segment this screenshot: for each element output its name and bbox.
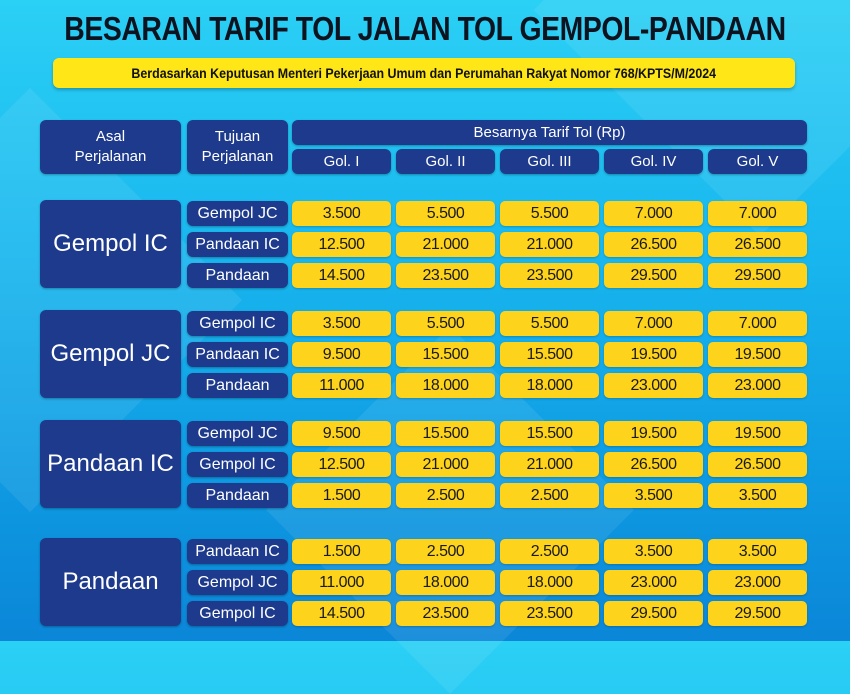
tariff-cell: 18.000	[396, 373, 495, 398]
tariff-cell: 7.000	[708, 201, 807, 226]
tariff-cell: 23.000	[708, 373, 807, 398]
tariff-cell: 19.500	[604, 342, 703, 367]
tariff-cell: 21.000	[500, 452, 599, 477]
tariff-cell: 19.500	[708, 421, 807, 446]
tariff-cell: 19.500	[708, 342, 807, 367]
regulation-text: Berdasarkan Keputusan Menteri Pekerjaan …	[131, 65, 717, 81]
tariff-cell: 18.000	[500, 373, 599, 398]
tariff-cell: 11.000	[292, 570, 391, 595]
tariff-cell: 21.000	[396, 452, 495, 477]
tariff-cell: 14.500	[292, 601, 391, 626]
tariff-cell: 29.500	[708, 601, 807, 626]
tariff-cell: 23.500	[500, 601, 599, 626]
tariff-cell: 26.500	[708, 232, 807, 257]
header-tariff-label: Besarnya Tarif Tol (Rp)	[473, 123, 626, 141]
tariff-cell: 5.500	[500, 201, 599, 226]
tariff-cell: 15.500	[500, 421, 599, 446]
destination-cell: Gempol JC	[187, 570, 288, 595]
tariff-cell: 15.500	[500, 342, 599, 367]
origin-cell: Pandaan IC	[40, 420, 181, 508]
tariff-cell: 29.500	[604, 601, 703, 626]
header-tariff: Besarnya Tarif Tol (Rp)	[292, 120, 807, 145]
tariff-cell: 3.500	[708, 483, 807, 508]
destination-cell: Pandaan	[187, 263, 288, 288]
tariff-cell: 23.000	[708, 570, 807, 595]
tariff-cell: 2.500	[500, 539, 599, 564]
origin-cell: Gempol JC	[40, 310, 181, 398]
header-origin-label: Asal Perjalanan	[74, 128, 147, 165]
tariff-cell: 2.500	[500, 483, 599, 508]
destination-cell: Pandaan IC	[187, 342, 288, 367]
header-origin: Asal Perjalanan	[40, 120, 181, 174]
tariff-cell: 5.500	[396, 311, 495, 336]
tariff-cell: 3.500	[292, 201, 391, 226]
destination-cell: Gempol IC	[187, 601, 288, 626]
tariff-cell: 1.500	[292, 539, 391, 564]
tariff-cell: 1.500	[292, 483, 391, 508]
header-class: Gol. V	[708, 149, 807, 174]
tariff-cell: 7.000	[604, 311, 703, 336]
tariff-cell: 7.000	[708, 311, 807, 336]
tariff-cell: 23.000	[604, 570, 703, 595]
destination-cell: Pandaan IC	[187, 232, 288, 257]
tariff-cell: 11.000	[292, 373, 391, 398]
tariff-cell: 3.500	[604, 539, 703, 564]
origin-cell: Pandaan	[40, 538, 181, 626]
header-class: Gol. IV	[604, 149, 703, 174]
destination-cell: Gempol IC	[187, 452, 288, 477]
tariff-cell: 7.000	[604, 201, 703, 226]
tariff-cell: 3.500	[708, 539, 807, 564]
header-destination-label: Tujuan Perjalanan	[201, 128, 274, 165]
tariff-cell: 19.500	[604, 421, 703, 446]
tariff-cell: 5.500	[396, 201, 495, 226]
destination-cell: Pandaan	[187, 483, 288, 508]
tariff-cell: 2.500	[396, 539, 495, 564]
tariff-cell: 21.000	[500, 232, 599, 257]
tariff-cell: 12.500	[292, 452, 391, 477]
tariff-cell: 21.000	[396, 232, 495, 257]
header-destination: Tujuan Perjalanan	[187, 120, 288, 174]
tariff-cell: 9.500	[292, 342, 391, 367]
page-title: BESARAN TARIF TOL JALAN TOL GEMPOL-PANDA…	[64, 10, 786, 47]
tariff-cell: 23.500	[396, 601, 495, 626]
tariff-cell: 23.000	[604, 373, 703, 398]
header-class: Gol. II	[396, 149, 495, 174]
origin-cell: Gempol IC	[40, 200, 181, 288]
header-class: Gol. III	[500, 149, 599, 174]
tariff-cell: 18.000	[396, 570, 495, 595]
tariff-cell: 29.500	[708, 263, 807, 288]
destination-cell: Pandaan IC	[187, 539, 288, 564]
tariff-cell: 29.500	[604, 263, 703, 288]
tariff-cell: 23.500	[500, 263, 599, 288]
tariff-cell: 14.500	[292, 263, 391, 288]
header-class: Gol. I	[292, 149, 391, 174]
tariff-cell: 26.500	[604, 232, 703, 257]
tariff-cell: 5.500	[500, 311, 599, 336]
tariff-cell: 12.500	[292, 232, 391, 257]
tariff-cell: 18.000	[500, 570, 599, 595]
regulation-banner: Berdasarkan Keputusan Menteri Pekerjaan …	[53, 58, 795, 88]
tariff-cell: 2.500	[396, 483, 495, 508]
tariff-cell: 26.500	[604, 452, 703, 477]
destination-cell: Gempol JC	[187, 421, 288, 446]
tariff-cell: 15.500	[396, 342, 495, 367]
tariff-cell: 15.500	[396, 421, 495, 446]
destination-cell: Pandaan	[187, 373, 288, 398]
tariff-cell: 3.500	[604, 483, 703, 508]
tariff-cell: 23.500	[396, 263, 495, 288]
destination-cell: Gempol IC	[187, 311, 288, 336]
tariff-cell: 26.500	[708, 452, 807, 477]
tariff-cell: 3.500	[292, 311, 391, 336]
tariff-cell: 9.500	[292, 421, 391, 446]
destination-cell: Gempol JC	[187, 201, 288, 226]
